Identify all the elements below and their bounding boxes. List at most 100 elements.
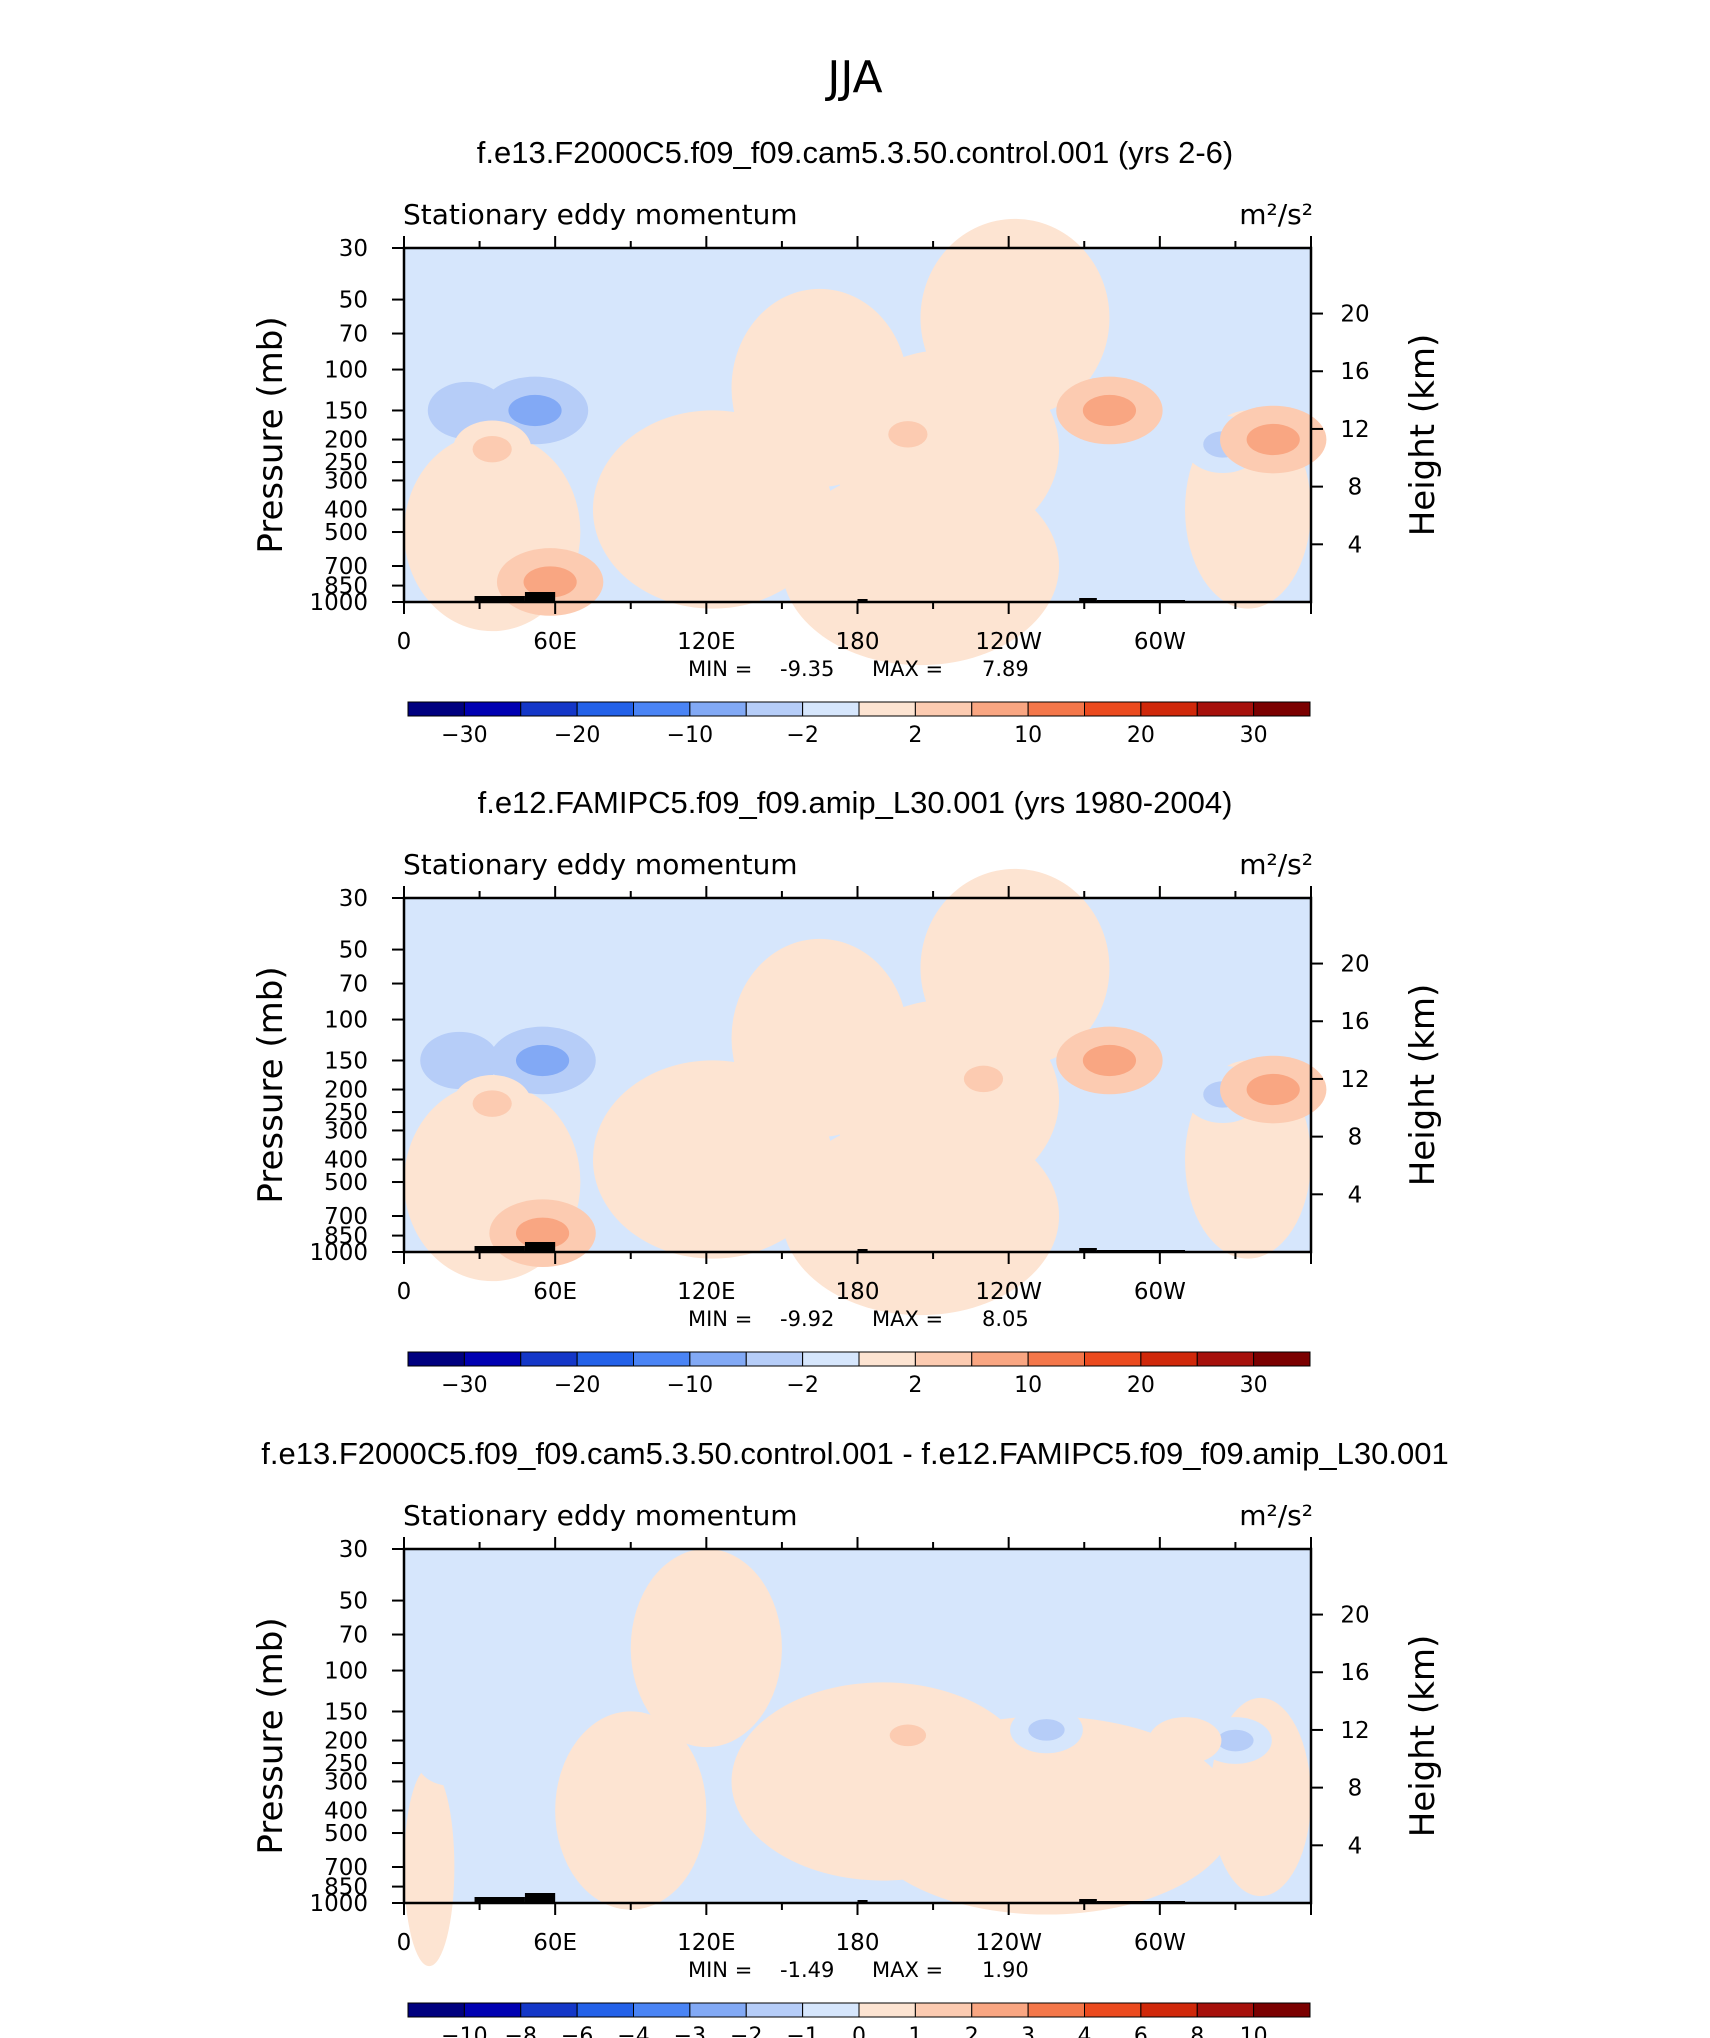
colorbar-segment xyxy=(689,1351,747,1367)
y-tick-label: 300 xyxy=(324,1769,368,1795)
y-tick-label: 250 xyxy=(324,1100,368,1126)
topography xyxy=(857,599,868,602)
y-tick-label: 50 xyxy=(339,288,368,314)
colorbar-segment xyxy=(1253,1351,1311,1367)
colorbar-segment xyxy=(745,1351,804,1367)
colorbar-label: −2 xyxy=(730,2024,762,2038)
y-tick-label-right: 8 xyxy=(1348,1125,1363,1151)
colorbar-segment xyxy=(1196,1351,1255,1367)
y-tick-label: 200 xyxy=(324,1078,368,1104)
colorbar-segment xyxy=(1027,1351,1085,1367)
colorbar-label: −30 xyxy=(441,723,487,748)
contour-core xyxy=(889,1724,927,1747)
y-tick-label: 400 xyxy=(324,1798,368,1824)
colorbar-segment xyxy=(1084,701,1142,717)
x-tick-label: 180 xyxy=(836,1930,880,1956)
y-tick-label: 300 xyxy=(324,1118,368,1144)
contour-region xyxy=(920,218,1110,418)
contour-core xyxy=(472,435,512,463)
topography xyxy=(857,1249,868,1252)
colorbar-segment xyxy=(463,2002,522,2018)
colorbar-segment xyxy=(914,2002,973,2018)
colorbar-segment xyxy=(802,1351,860,1367)
y-tick-label: 100 xyxy=(324,1659,368,1685)
colorbar-label: −20 xyxy=(554,1373,600,1398)
contour-core xyxy=(888,421,928,448)
colorbar-segment xyxy=(1253,701,1311,717)
y-tick-label: 400 xyxy=(324,497,368,523)
min-value: -9.35 xyxy=(780,657,834,681)
x-tick-label: 120W xyxy=(975,629,1042,655)
panel-title: f.e12.FAMIPC5.f09_f09.amip_L30.001 (yrs … xyxy=(478,785,1233,820)
y-tick-label: 700 xyxy=(324,1855,368,1881)
y-tick-label: 70 xyxy=(339,322,368,348)
min-label: MIN = xyxy=(688,657,752,681)
max-label: MAX = xyxy=(872,1307,943,1331)
chart-panel-1: f.e13.F2000C5.f09_f09.cam5.3.50.control.… xyxy=(251,135,1443,748)
colorbar-segment xyxy=(407,2002,465,2018)
colorbar-label: 10 xyxy=(1014,723,1042,748)
colorbar-segment xyxy=(858,1351,916,1367)
chart-panel-2: f.e12.FAMIPC5.f09_f09.amip_L30.001 (yrs … xyxy=(251,785,1443,1398)
y-tick-label: 150 xyxy=(324,1699,368,1725)
colorbar-label: 10 xyxy=(1240,2024,1268,2038)
y-tick-label: 70 xyxy=(339,972,368,998)
colorbar-segment xyxy=(1140,2002,1198,2018)
colorbar-segment xyxy=(914,701,973,717)
min-label: MIN = xyxy=(688,1958,752,1982)
colorbar-label: −20 xyxy=(554,723,600,748)
colorbar-segment xyxy=(971,701,1029,717)
colorbar-label: −10 xyxy=(441,2024,487,2038)
colorbar-segment xyxy=(1027,701,1085,717)
y-axis-title: Pressure (mb) xyxy=(251,1617,291,1854)
contour-region xyxy=(555,1711,707,1910)
contour-region xyxy=(857,1716,1236,1915)
colorbar-segment xyxy=(745,701,804,717)
max-label: MAX = xyxy=(872,657,943,681)
colorbar-label: 20 xyxy=(1127,1373,1155,1398)
y-tick-label-right: 16 xyxy=(1340,1009,1369,1035)
colorbar: −30 −20 −10 −2 2 10 20 30 xyxy=(407,701,1311,748)
colorbar-segment xyxy=(1253,2002,1311,2018)
colorbar-label: 4 xyxy=(1078,2024,1092,2038)
x-tick-label: 60W xyxy=(1134,629,1186,655)
contour-core xyxy=(1166,1729,1204,1752)
y-tick-label-right: 4 xyxy=(1348,532,1363,558)
colorbar-label: −2 xyxy=(786,723,818,748)
field-label: Stationary eddy momentum xyxy=(403,848,798,881)
topography xyxy=(1079,1899,1097,1903)
colorbar-segment xyxy=(1027,2002,1085,2018)
min-value: -1.49 xyxy=(780,1958,834,1982)
topography xyxy=(1079,1248,1097,1252)
y-tick-label-right: 4 xyxy=(1348,1182,1363,1208)
y-tick-label: 200 xyxy=(324,1729,368,1755)
field-label: Stationary eddy momentum xyxy=(403,198,798,231)
colorbar-label: 20 xyxy=(1127,723,1155,748)
y-tick-label: 1000 xyxy=(309,1240,368,1266)
contour-region xyxy=(781,466,1060,666)
colorbar-segment xyxy=(971,2002,1029,2018)
contour-core xyxy=(515,1044,570,1077)
y-tick-label-right: 20 xyxy=(1340,302,1369,328)
colorbar-segment xyxy=(633,701,691,717)
y-axis-title-right: Height (km) xyxy=(1403,984,1443,1187)
colorbar-label: 1 xyxy=(908,2024,922,2038)
y-tick-label: 30 xyxy=(339,236,368,262)
contour-core xyxy=(515,1217,570,1249)
topography xyxy=(524,1242,556,1252)
colorbar-label: 2 xyxy=(908,1373,922,1398)
contour-region xyxy=(781,1116,1060,1316)
contour-core xyxy=(436,1752,473,1774)
panel-title: f.e13.F2000C5.f09_f09.cam5.3.50.control.… xyxy=(261,1436,1448,1471)
y-tick-label: 200 xyxy=(324,428,368,454)
x-tick-label: 120W xyxy=(975,1279,1042,1305)
colorbar-segment xyxy=(1196,701,1255,717)
y-tick-label-right: 4 xyxy=(1348,1833,1363,1859)
max-value: 1.90 xyxy=(982,1958,1029,1982)
x-tick-label: 60E xyxy=(533,629,577,655)
colorbar-label: 2 xyxy=(908,723,922,748)
colorbar-segment xyxy=(1084,1351,1142,1367)
contour-core xyxy=(1082,1044,1137,1077)
colorbar-label: 30 xyxy=(1240,1373,1268,1398)
